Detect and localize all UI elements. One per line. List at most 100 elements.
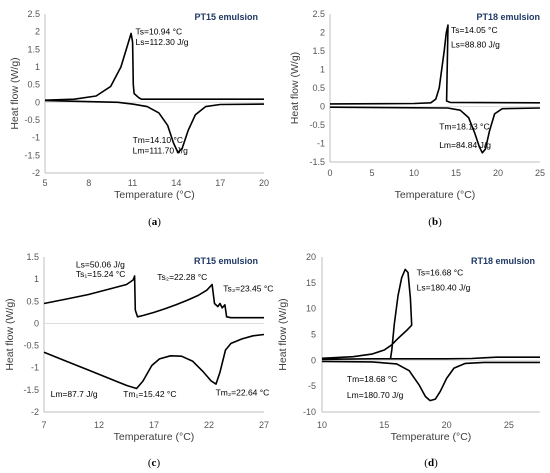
- chart-1-y-tick-label: 2: [320, 28, 325, 38]
- chart-0-y-tick-label: 0: [35, 97, 40, 107]
- chart-2: 1.5 1 0.5 0 -0.5 -1 -1.5 -27 12 17 22 27 Heat flow (…: [4, 252, 273, 469]
- chart-3-y-tick-label: 10: [306, 304, 316, 314]
- chart-2-x-tick-label: 7: [41, 420, 46, 430]
- chart-1-y-tick-label: -1: [317, 139, 325, 149]
- chart-2-caption: (c): [148, 457, 161, 469]
- chart-0-x-axis-label: Temperature (°C): [114, 189, 195, 201]
- chart-0-x-tick-label: 5: [42, 178, 47, 188]
- chart-2-y-tick-label: -1.5: [23, 385, 39, 395]
- chart-1-annotation: Ts=14.05 °C: [451, 25, 498, 35]
- chart-3-y-tick-label: 0: [311, 355, 316, 365]
- chart-2-annotation: Ls=50.06 J/g: [76, 260, 125, 270]
- chart-0-annotation: Tm=14.10 °C: [133, 135, 183, 145]
- chart-3-y-tick-label: 5: [311, 330, 316, 340]
- chart-2-annotation: Tm₂=22.64 °C: [216, 388, 270, 398]
- chart-1-y-axis-label: Heat flow (W/g): [289, 52, 301, 124]
- chart-2-y-tick-label: -1: [31, 363, 39, 373]
- chart-1-y-tick-label: 0.5: [312, 83, 325, 93]
- chart-2-y-tick-label: 0: [34, 318, 39, 328]
- chart-3-caption: (d): [424, 457, 438, 469]
- chart-1-y-tick-label: -1.5: [309, 157, 325, 167]
- chart-2-y-tick-label: -2: [31, 407, 39, 417]
- chart-3-y-tick-label: 15: [306, 278, 316, 288]
- chart-2-annotation: Lm=87.7 J/g: [51, 389, 98, 399]
- chart-3-y-tick-label: -5: [308, 381, 316, 391]
- chart-3-x-tick-label: 25: [504, 420, 514, 430]
- chart-2-x-tick-label: 17: [149, 420, 159, 430]
- chart-1-annotation: Lm=84.84 J/g: [439, 140, 491, 150]
- chart-1-x-tick-label: 5: [369, 168, 374, 178]
- chart-0-annotation: Ls=112.30 J/g: [136, 37, 189, 47]
- chart-1-y-tick-label: 1.5: [312, 46, 325, 56]
- chart-1-x-tick-label: 20: [493, 168, 503, 178]
- chart-3-series-1-line: [390, 356, 540, 360]
- chart-3-y-tick-label: -10: [303, 407, 316, 417]
- chart-2-annotation: Ts₁=15.24 °C: [76, 269, 126, 279]
- chart-2-y-tick-label: 1.5: [26, 252, 39, 262]
- chart-0-x-tick-label: 8: [86, 178, 91, 188]
- chart-2-x-tick-label: 22: [204, 420, 214, 430]
- chart-0-y-tick-label: 0.5: [27, 80, 40, 90]
- chart-0-x-tick-label: 11: [128, 178, 137, 188]
- chart-3-title: RT18 emulsion: [471, 256, 535, 266]
- chart-2-y-axis-label: Heat flow (W/g): [4, 298, 16, 370]
- chart-2-x-axis-label: Temperature (°C): [114, 431, 195, 443]
- chart-3-x-tick-label: 20: [442, 420, 452, 430]
- chart-1-x-tick-label: 10: [409, 168, 419, 178]
- chart-1-annotation: Ls=88.80 J/g: [451, 39, 500, 49]
- chart-1-annotation: Tm=18.13 °C: [439, 121, 489, 131]
- chart-1-caption: (b): [428, 216, 442, 228]
- chart-0-x-tick-label: 20: [259, 178, 269, 188]
- chart-2-y-tick-label: 1: [34, 274, 39, 284]
- chart-0-y-tick-label: 1.5: [27, 44, 40, 54]
- chart-0-series-0-line: [44, 32, 264, 101]
- chart-2-series-1-line: [43, 333, 265, 390]
- chart-1-series-1-line: [329, 106, 541, 154]
- chart-3-annotation: Ts=16.68 °C: [417, 268, 464, 278]
- chart-2-y-tick-label: -0.5: [23, 341, 39, 351]
- chart-0-y-tick-label: -0.5: [24, 115, 40, 125]
- chart-0: 2.5 2 1.5 1 0.5 0 -0.5 -1 -1.5 -25 8 11 14 17 20 Heat f…: [9, 9, 269, 228]
- chart-1-x-tick-label: 0: [327, 168, 332, 178]
- chart-0-annotation: Ts=10.94 °C: [136, 26, 183, 36]
- chart-1-y-tick-label: -0.5: [309, 120, 325, 130]
- chart-2-title: RT15 emulsion: [194, 256, 258, 266]
- chart-3-annotation: Lm=180.70 J/g: [347, 390, 404, 400]
- chart-0-x-tick-label: 14: [171, 178, 181, 188]
- chart-1-x-tick-label: 15: [451, 168, 461, 178]
- chart-0-y-tick-label: -2: [32, 168, 40, 178]
- chart-0-series-1-line: [44, 99, 265, 154]
- chart-3-y-axis-label: Heat flow (W/g): [277, 298, 289, 370]
- chart-1-x-tick-label: 25: [535, 168, 545, 178]
- chart-0-annotation: Lm=111.70 J/g: [133, 146, 188, 156]
- chart-2-x-tick-label: 12: [94, 420, 104, 430]
- chart-2-y-tick-label: 0.5: [26, 296, 39, 306]
- chart-2-annotation: Tm₁=15.42 °C: [123, 389, 176, 399]
- chart-1-x-axis-label: Temperature (°C): [395, 189, 476, 201]
- chart-0-y-tick-label: -1.5: [24, 150, 40, 160]
- chart-0-y-tick-label: -1: [32, 133, 40, 143]
- chart-3-annotation: Tm=18.68 °C: [347, 374, 397, 384]
- chart-3-x-tick-label: 10: [317, 420, 327, 430]
- chart-1-y-tick-label: 1: [320, 65, 325, 75]
- chart-2-annotation: Ts₂=22.28 °C: [157, 272, 207, 282]
- chart-0-title: PT15 emulsion: [194, 12, 258, 22]
- chart-3-annotation: Ls=180.40 J/g: [417, 283, 471, 293]
- chart-0-x-tick-label: 17: [215, 178, 225, 188]
- chart-1-y-tick-label: 2.5: [312, 9, 325, 19]
- chart-2-x-tick-label: 27: [259, 420, 269, 430]
- chart-3-series-0-line: [321, 268, 413, 361]
- chart-3-y-tick-label: 20: [306, 252, 316, 262]
- chart-3-series-2-line: [321, 360, 540, 402]
- chart-2-annotation: Ts₃=23.45 °C: [223, 284, 273, 294]
- chart-0-y-tick-label: 2: [35, 27, 40, 37]
- chart-1-y-tick-label: 0: [320, 102, 325, 112]
- chart-0-y-axis-label: Heat flow (W/g): [9, 57, 21, 129]
- chart-3-x-axis-label: Temperature (°C): [391, 431, 472, 443]
- chart-0-y-tick-label: 1: [35, 62, 40, 72]
- chart-1-title: PT18 emulsion: [476, 12, 540, 22]
- chart-3-x-tick-label: 15: [379, 420, 389, 430]
